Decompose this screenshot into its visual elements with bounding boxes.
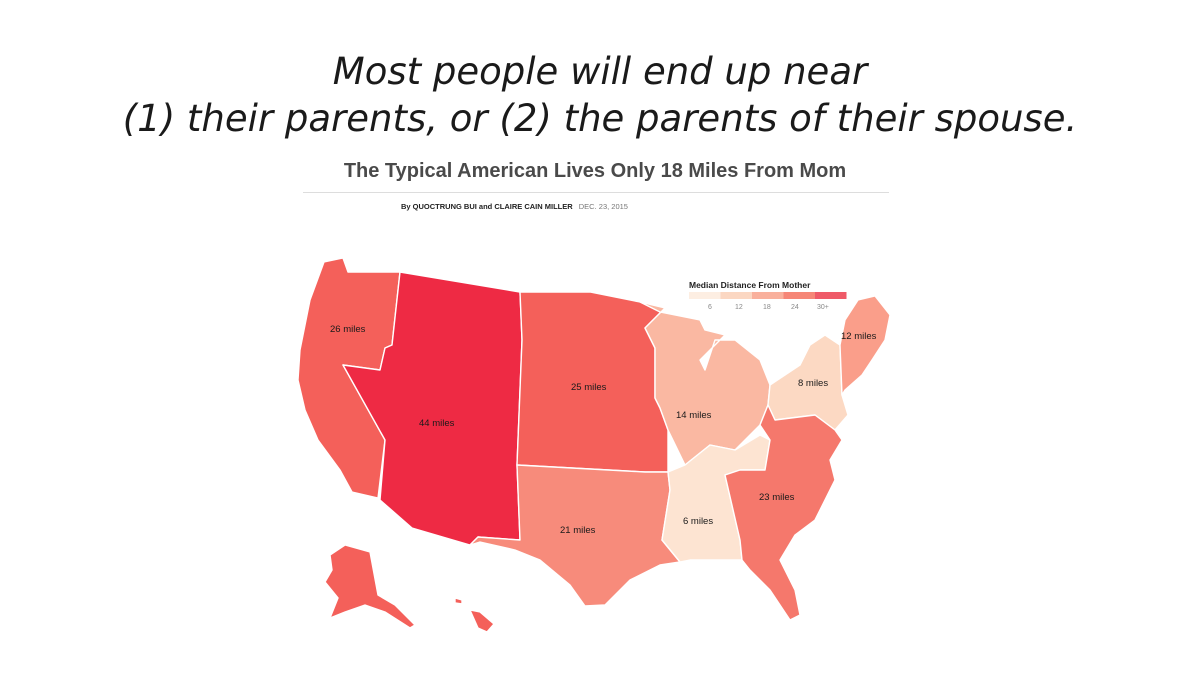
headline-divider — [303, 192, 889, 193]
legend-title: Median Distance From Mother — [689, 280, 811, 290]
region-alaska — [324, 544, 416, 629]
region-new-england — [839, 295, 891, 396]
legend-tick-6: 6 — [708, 304, 712, 311]
label-west: 44 miles — [419, 418, 455, 429]
legend-tick-24: 24 — [791, 304, 799, 311]
label-west-south-central: 21 miles — [560, 525, 596, 536]
legend-tick-30plus: 30+ — [817, 304, 829, 311]
label-east-north-central: 14 miles — [676, 410, 712, 421]
legend-swatch-5 — [815, 292, 847, 299]
label-new-england: 12 miles — [841, 331, 877, 342]
label-east-south-central: 6 miles — [683, 516, 713, 527]
legend-swatch-4 — [783, 292, 815, 299]
byline-date: DEC. 23, 2015 — [578, 202, 628, 211]
legend-tick-12: 12 — [735, 304, 743, 311]
label-west-north-central: 25 miles — [571, 382, 607, 393]
region-hawaii-island-small — [454, 597, 463, 605]
byline-authors: By QUOCTRUNG BUI and CLAIRE CAIN MILLER — [401, 202, 573, 211]
slide-title-line-1: Most people will end up near — [332, 50, 868, 93]
region-hawaii — [469, 609, 495, 633]
byline: By QUOCTRUNG BUI and CLAIRE CAIN MILLER … — [401, 202, 628, 211]
slide-title: Most people will end up near (1) their p… — [0, 48, 1200, 142]
legend-swatch-2 — [720, 292, 752, 299]
legend-swatch-3 — [752, 292, 784, 299]
region-pacific — [297, 257, 401, 499]
slide-title-line-2: (1) their parents, or (2) the parents of… — [122, 97, 1078, 140]
region-south-atlantic — [724, 404, 843, 621]
legend-tick-18: 18 — [763, 304, 771, 311]
legend-swatch-1 — [689, 292, 721, 299]
label-middle-atlantic: 8 miles — [798, 378, 828, 389]
article-headline: The Typical American Lives Only 18 Miles… — [343, 160, 847, 182]
label-pacific: 26 miles — [330, 324, 366, 335]
label-south-atlantic: 23 miles — [759, 492, 795, 503]
map-legend: Median Distance From Mother 6 12 18 24 3… — [689, 280, 847, 311]
